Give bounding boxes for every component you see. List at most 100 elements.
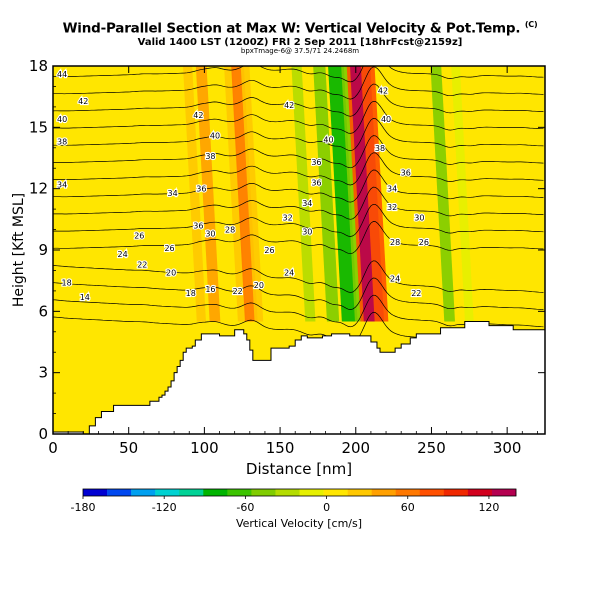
theta-contour-label: 20 (166, 268, 176, 277)
theta-contour-label: 40 (381, 115, 391, 124)
y-tick-label: 3 (38, 364, 48, 382)
y-tick-label: 9 (38, 241, 48, 259)
x-axis: 0 50 100 150 200 250 300 (48, 66, 538, 457)
theta-contour-label: 36 (193, 221, 203, 230)
chart-title-text: Wind-Parallel Section at Max W: Vertical… (62, 20, 521, 37)
x-tick-label: 300 (493, 439, 522, 457)
theta-contour-line (53, 169, 544, 203)
x-tick-label: 50 (119, 439, 138, 457)
terrain-mask (53, 321, 545, 434)
x-tick-label: 150 (266, 439, 295, 457)
colorbar-swatch (299, 489, 324, 496)
theta-contour-labels: 44 42 40 38 34 26 24 22 18 14 26 20 18 16 22 20 24 26 28 30… (56, 69, 430, 303)
theta-contour-line (53, 118, 544, 151)
theta-contour-label: 28 (225, 226, 235, 235)
theta-contour-label: 44 (57, 70, 67, 79)
colorbar: -180 -120 -60 0 60 120 (71, 488, 517, 514)
theta-contour-label: 26 (164, 244, 174, 253)
theta-contour-label: 40 (323, 136, 333, 145)
theta-contour-label: 32 (283, 213, 293, 222)
theta-contour-label: 26 (134, 232, 144, 241)
velocity-band (240, 66, 264, 322)
theta-contour-line (53, 260, 544, 293)
theta-contour-label: 36 (311, 179, 321, 188)
x-tick-label: 200 (341, 439, 370, 457)
colorbar-swatch (227, 489, 252, 496)
x-tick-label: 0 (48, 439, 58, 457)
theta-contour-label: 36 (401, 168, 411, 177)
y-tick-label: 18 (29, 57, 48, 75)
theta-contour-label: 42 (193, 111, 203, 120)
colorbar-swatch (443, 489, 469, 496)
chart-title: Wind-Parallel Section at Max W: Vertical… (0, 20, 600, 37)
theta-contour-line (53, 66, 544, 83)
theta-contour-label: 36 (311, 158, 321, 167)
theta-contour-label: 42 (78, 97, 88, 106)
x-tick-label: 250 (417, 439, 446, 457)
theta-contour-label: 36 (196, 185, 206, 194)
theta-contour-label: 34 (302, 199, 312, 208)
colorbar-label: Vertical Velocity [cm/s] (236, 517, 362, 530)
theta-contour-label: 38 (375, 144, 385, 153)
velocity-band (504, 66, 526, 322)
colorbar-swatch (83, 489, 108, 496)
theta-contour-label: 24 (390, 275, 400, 284)
colorbar-swatch (203, 489, 228, 496)
velocity-band (224, 66, 247, 322)
velocity-band (195, 66, 221, 322)
theta-contour-line (53, 277, 544, 310)
theta-contour-label: 40 (57, 115, 67, 124)
theta-contour-label: 22 (233, 287, 243, 296)
theta-contour-label: 34 (57, 181, 67, 190)
plot-area: 44 42 40 38 34 26 24 22 18 14 26 20 18 16 22 20 24 26 28 30… (53, 66, 545, 434)
colorbar-tick-label: -180 (71, 501, 96, 514)
velocity-band (291, 66, 316, 322)
y-axis-label: Height [Kft MSL] (11, 193, 27, 307)
colorbar-tick-label: 120 (478, 501, 499, 514)
theta-contour-label: 22 (411, 289, 421, 298)
velocity-band (451, 66, 474, 322)
colorbar-swatch (323, 489, 348, 496)
velocity-band (182, 66, 206, 322)
theta-contour-label: 26 (264, 246, 274, 255)
velocity-band (209, 66, 231, 322)
theta-contour-label: 42 (284, 101, 294, 110)
colorbar-swatch (371, 489, 397, 496)
theta-contour-label: 30 (205, 230, 215, 239)
velocity-band (126, 66, 148, 322)
x-tick-label: 100 (190, 439, 219, 457)
copyright-mark: (C) (524, 20, 538, 29)
colorbar-frame (82, 488, 517, 497)
y-tick-label: 12 (29, 180, 48, 198)
velocity-band (328, 66, 358, 322)
velocity-band (430, 66, 455, 322)
theta-contour-label: 34 (387, 185, 397, 194)
theta-contour-label: 38 (57, 138, 67, 147)
colorbar-swatch (275, 489, 300, 496)
velocity-band (273, 66, 295, 322)
theta-contour-label: 24 (284, 268, 294, 277)
colorbar-swatch (179, 489, 204, 496)
theta-contour-line (53, 152, 544, 186)
theta-contour-line (53, 186, 544, 220)
theta-contour-line (53, 135, 544, 169)
colorbar-swatch (467, 489, 493, 496)
colorbar-swatch (107, 489, 132, 496)
velocity-band (53, 255, 57, 322)
y-tick-label: 0 (38, 425, 48, 443)
y-tick-label: 6 (38, 302, 48, 320)
chart-subtitle: Valid 1400 LST (1200Z) FRI 2 Sep 2011 [1… (137, 37, 463, 48)
theta-contour-label: 30 (414, 213, 424, 222)
colorbar-swatch (155, 489, 180, 496)
velocity-bands (53, 66, 526, 322)
theta-contour-label: 28 (390, 238, 400, 247)
velocity-band (231, 66, 258, 322)
theta-contour-label: 18 (186, 289, 196, 298)
theta-contour-label: 20 (254, 281, 264, 290)
theta-contour-label: 30 (302, 228, 312, 237)
theta-contour-line (53, 221, 544, 255)
theta-contour-line (53, 100, 544, 134)
theta-contour-line (53, 83, 544, 117)
colorbar-tick-label: 60 (401, 501, 415, 514)
